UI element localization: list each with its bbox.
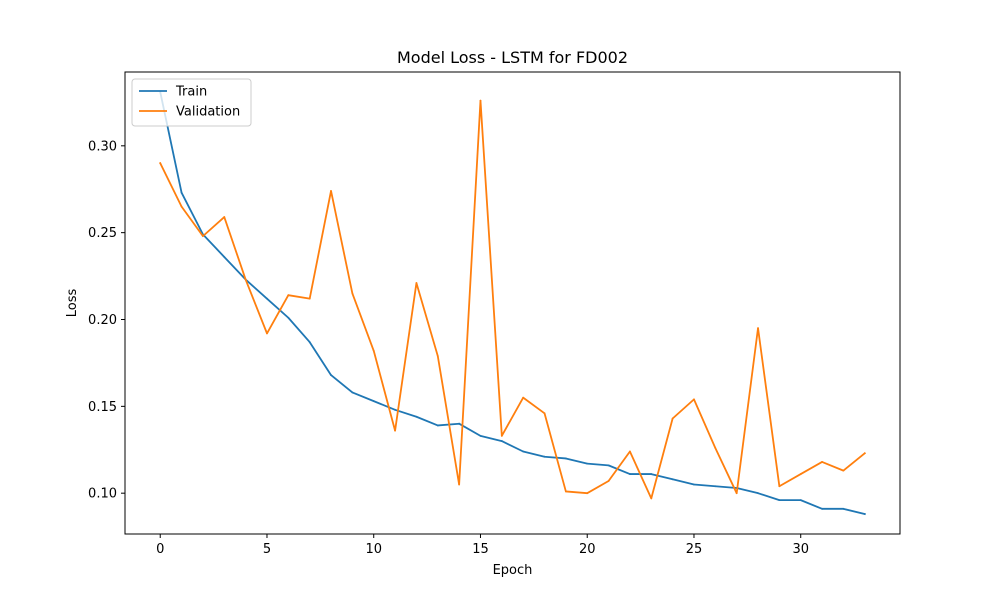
data-point-validation [693, 398, 695, 401]
plot-frame [124, 71, 901, 535]
data-point-train [564, 457, 567, 460]
data-point-validation [266, 332, 268, 335]
data-point-validation [522, 396, 525, 399]
data-point-train [650, 473, 653, 475]
data-point-train [543, 455, 546, 458]
data-point-validation [650, 497, 653, 500]
data-point-validation [629, 450, 631, 453]
data-point-train [394, 408, 396, 411]
data-point-validation [372, 349, 375, 352]
chart-title: Model Loss - LSTM for FD002 [397, 48, 628, 67]
legend-label-train: Train [175, 85, 207, 100]
data-point-validation [244, 278, 247, 281]
y-axis-label: Loss [65, 289, 80, 318]
data-point-train [778, 499, 781, 502]
series-line-train [159, 90, 866, 516]
data-point-train [842, 507, 845, 510]
data-point-train [629, 473, 631, 475]
axis-ticks: 0 5 10 15 20 25 30 0.10 0.15 0.20 0.25 0.30 [88, 139, 809, 557]
data-point-validation [543, 412, 546, 415]
x-tick-label: 30 [792, 542, 809, 557]
data-point-validation [415, 282, 418, 284]
data-point-train [757, 492, 759, 495]
data-point-train [351, 391, 354, 394]
data-point-train [714, 485, 717, 488]
y-tick-label: 0.15 [88, 400, 117, 415]
data-point-validation [394, 429, 396, 432]
data-point-train [799, 499, 802, 502]
data-point-train [586, 462, 589, 465]
data-point-train [458, 422, 461, 425]
y-tick-label: 0.20 [88, 313, 117, 328]
data-point-train [693, 483, 695, 486]
x-axis-label: Epoch [493, 563, 533, 578]
data-point-train [266, 297, 268, 300]
data-point-train [479, 434, 482, 437]
data-point-validation [735, 492, 738, 495]
data-point-validation [863, 452, 866, 455]
data-point-train [522, 450, 525, 453]
data-point-train [223, 256, 226, 258]
x-tick-label: 5 [263, 542, 271, 557]
series-line-validation [159, 99, 867, 500]
data-point-train [372, 400, 375, 403]
y-tick-label: 0.25 [88, 226, 117, 241]
data-point-validation [778, 485, 781, 488]
data-point-train [436, 424, 439, 427]
x-tick-label: 20 [579, 542, 596, 557]
data-point-validation [564, 490, 567, 493]
legend-label-validation: Validation [176, 105, 240, 120]
x-tick-label: 0 [156, 542, 164, 557]
data-point-validation [799, 473, 802, 475]
data-point-validation [308, 297, 311, 300]
data-point-validation [458, 483, 461, 486]
data-point-train [821, 507, 823, 510]
data-point-validation [180, 205, 183, 208]
data-point-validation [287, 294, 290, 297]
data-point-validation [607, 480, 610, 482]
data-point-train [415, 415, 418, 418]
series-lines [159, 90, 867, 516]
x-tick-label: 15 [472, 542, 489, 557]
data-point-validation [671, 417, 674, 420]
data-point-validation [757, 327, 759, 330]
x-tick-label: 10 [365, 542, 382, 557]
data-point-train [607, 464, 610, 467]
data-point-validation [714, 447, 717, 449]
x-tick-label: 25 [686, 542, 703, 557]
data-point-validation [436, 355, 439, 357]
data-point-train [671, 478, 674, 481]
data-point-validation [330, 190, 332, 192]
data-point-validation [500, 434, 503, 437]
data-point-train [180, 191, 183, 194]
legend: Train Validation [131, 78, 252, 127]
data-point-train [287, 316, 290, 319]
data-point-train [863, 513, 866, 515]
data-point-validation [821, 461, 823, 463]
data-point-train [308, 341, 311, 343]
data-point-validation [202, 235, 204, 238]
data-point-train [330, 374, 332, 376]
data-point-validation [842, 469, 845, 472]
data-point-train [500, 440, 503, 442]
y-tick-label: 0.10 [88, 487, 117, 502]
data-point-validation [351, 292, 354, 295]
data-point-validation [479, 99, 482, 102]
y-tick-label: 0.30 [88, 139, 117, 154]
data-point-validation [223, 216, 226, 218]
data-point-validation [586, 492, 589, 495]
data-point-validation [159, 162, 162, 165]
